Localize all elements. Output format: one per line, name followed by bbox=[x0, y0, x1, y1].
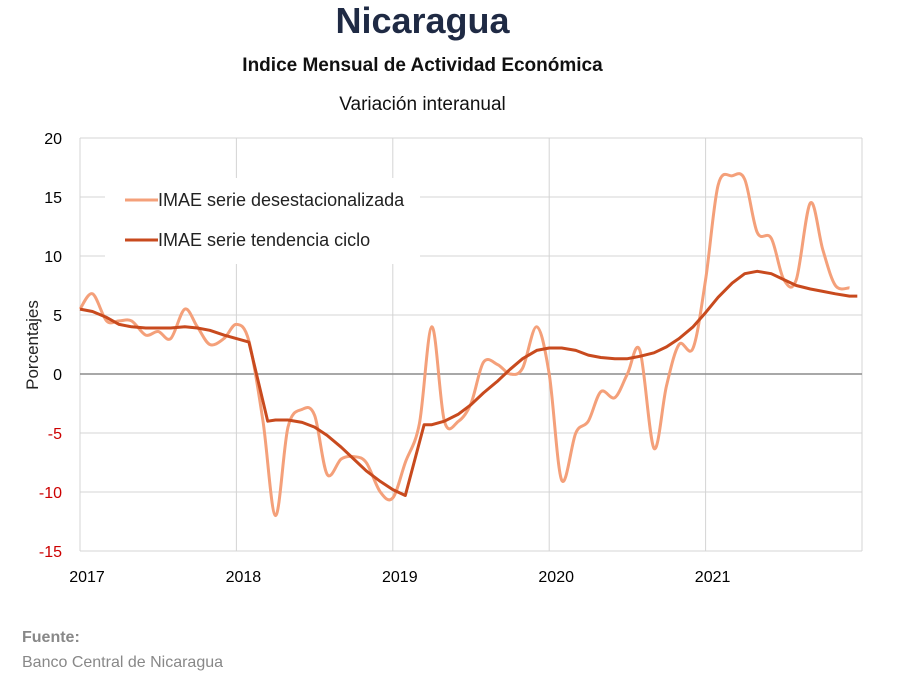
y-tick-label: 20 bbox=[44, 131, 62, 148]
y-axis-label: Porcentajes bbox=[23, 300, 42, 390]
series-tendencia-ciclo bbox=[79, 269, 858, 497]
legend-box bbox=[105, 178, 420, 264]
x-tick-label: 2017 bbox=[69, 569, 105, 586]
page-title: Nicaragua bbox=[335, 0, 510, 41]
y-tick-label: -15 bbox=[39, 544, 62, 561]
x-tick-label: 2018 bbox=[226, 569, 262, 586]
legend-label-desest: IMAE serie desestacionalizada bbox=[158, 190, 405, 210]
y-tick-label: -10 bbox=[39, 485, 62, 502]
legend-label-tendencia: IMAE serie tendencia ciclo bbox=[158, 230, 370, 250]
y-tick-label: 0 bbox=[53, 367, 62, 384]
y-tick-label: -5 bbox=[48, 426, 62, 443]
x-tick-label: 2020 bbox=[538, 569, 574, 586]
series-group bbox=[78, 172, 858, 518]
series-desestacionalizada bbox=[78, 172, 850, 518]
y-tick-label: 15 bbox=[44, 190, 62, 207]
source-label: Fuente: bbox=[22, 629, 80, 646]
y-tick-label: 10 bbox=[44, 249, 62, 266]
legend: IMAE serie desestacionalizada IMAE serie… bbox=[105, 178, 420, 264]
axes: -15 -10 -5 0 5 10 15 20 2017 2018 2019 2020 2021 bbox=[39, 131, 862, 586]
page-subtitle: Indice Mensual de Actividad Económica bbox=[242, 55, 603, 76]
y-tick-label: 5 bbox=[53, 308, 62, 325]
source-text: Banco Central de Nicaragua bbox=[22, 654, 224, 671]
page-subsubtitle: Variación interanual bbox=[339, 94, 506, 115]
grid bbox=[79, 137, 863, 552]
x-tick-label: 2019 bbox=[382, 569, 418, 586]
x-tick-label: 2021 bbox=[695, 569, 731, 586]
